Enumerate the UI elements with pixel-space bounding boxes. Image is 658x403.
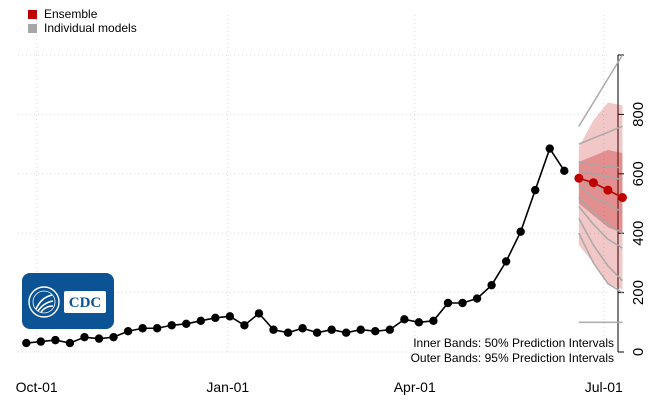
legend-swatch-individual-models xyxy=(28,23,37,33)
ensemble-point xyxy=(603,185,613,195)
legend-label-ensemble: Ensemble xyxy=(44,7,98,21)
x-tick-label: Jul-01 xyxy=(585,379,623,395)
observed-point xyxy=(80,332,89,342)
observed-point xyxy=(22,338,31,348)
y-tick-label: 800 xyxy=(630,102,647,127)
x-tick-label: Apr-01 xyxy=(394,379,436,395)
observed-point xyxy=(225,312,235,321)
individual-model-line xyxy=(578,125,623,145)
individual-model-line xyxy=(578,197,623,234)
observed-point xyxy=(298,324,307,333)
observed-point xyxy=(109,332,118,342)
ensemble-series xyxy=(574,173,627,203)
y-tick-label: 200 xyxy=(630,280,647,305)
gridlines xyxy=(18,15,610,353)
observed-point xyxy=(458,298,467,308)
observed-point xyxy=(472,294,482,303)
individual-model-lines xyxy=(578,54,624,324)
observed-point xyxy=(516,227,525,236)
observed-point xyxy=(414,318,424,327)
observed-point xyxy=(254,309,264,318)
observed-point xyxy=(240,321,249,330)
observed-point xyxy=(138,324,147,333)
individual-model-line xyxy=(578,185,623,214)
y-tick-label: 400 xyxy=(630,221,647,246)
observed-point xyxy=(283,328,293,337)
ensemble-point xyxy=(574,173,584,183)
observed-point xyxy=(182,319,191,328)
observed-point xyxy=(341,328,351,337)
observed-point xyxy=(211,313,220,323)
pi95-band xyxy=(578,102,623,290)
x-tick-label: Jan-01 xyxy=(206,379,249,395)
observed-series xyxy=(22,144,569,348)
ensemble-point xyxy=(617,193,627,203)
observed-point xyxy=(51,335,60,345)
observed-point xyxy=(487,280,496,290)
observed-point xyxy=(385,325,395,334)
individual-model-line xyxy=(578,217,624,282)
cdc-logo-image: CDC xyxy=(28,286,106,318)
individual-model-line xyxy=(578,170,623,181)
cdc-logo-text: CDC xyxy=(69,295,102,311)
individual-model-line xyxy=(578,205,623,249)
observed-point xyxy=(65,338,75,348)
observed-point xyxy=(94,334,104,343)
individual-model-line xyxy=(578,161,623,169)
observed-point xyxy=(429,316,438,326)
observed-point xyxy=(312,328,322,337)
observed-point xyxy=(167,321,176,330)
ensemble-line xyxy=(578,177,623,199)
legend-item-individual-models: Individual models xyxy=(28,21,137,35)
observed-point xyxy=(443,298,453,308)
observed-point xyxy=(371,327,380,336)
prediction-intervals xyxy=(578,102,623,290)
y-tick-label: 600 xyxy=(630,161,647,186)
observed-point xyxy=(545,144,554,153)
legend-label-individual-models: Individual models xyxy=(44,21,137,35)
observed-point xyxy=(501,257,511,266)
observed-point xyxy=(356,325,365,334)
legend-swatch-ensemble xyxy=(28,9,37,19)
observed-point xyxy=(123,327,133,336)
observed-point xyxy=(152,324,162,333)
axis-ticks: 0 200 400 600 800 Oct-01 Jan-01 Apr-01 Jul-01 xyxy=(16,54,647,395)
observed-point xyxy=(560,166,569,176)
outer-bands-note: Outer Bands: 95% Prediction Intervals xyxy=(410,351,614,365)
y-tick-label: 0 xyxy=(630,348,647,356)
individual-model-line xyxy=(578,232,623,294)
x-tick-label: Oct-01 xyxy=(16,379,58,395)
individual-model-line xyxy=(578,54,624,127)
interval-notes: Inner Bands: 50% Prediction Intervals Ou… xyxy=(411,336,614,366)
observed-point xyxy=(36,337,46,346)
pi50-band xyxy=(578,150,623,234)
observed-point xyxy=(196,316,205,326)
ensemble-point xyxy=(588,178,598,188)
cdc-logo: CDC xyxy=(22,273,114,329)
observed-point xyxy=(327,325,336,334)
legend-item-ensemble: Ensemble xyxy=(28,7,137,21)
observed-point xyxy=(269,325,278,334)
legend: Ensemble Individual models xyxy=(28,7,137,35)
observed-point xyxy=(400,315,409,324)
observed-point xyxy=(531,185,540,195)
inner-bands-note: Inner Bands: 50% Prediction Intervals xyxy=(413,336,614,350)
